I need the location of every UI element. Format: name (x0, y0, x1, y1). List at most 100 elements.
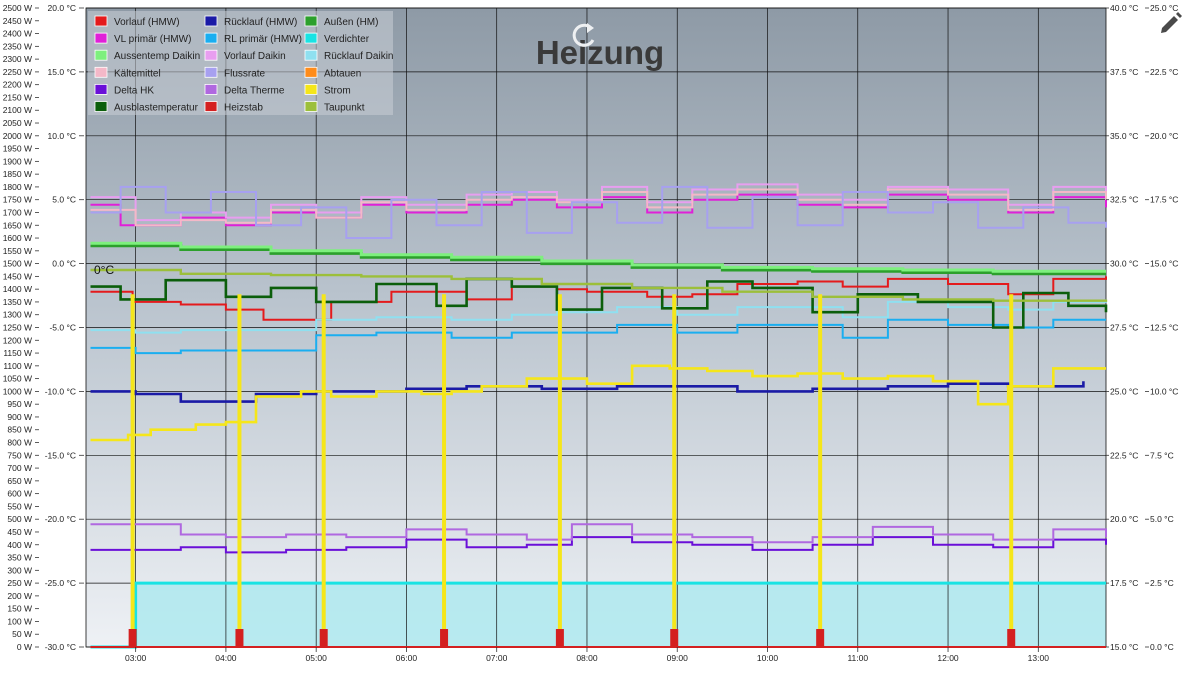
tick-label-temp_outside: -30.0 °C (45, 642, 76, 652)
tick-label-temp_water: 37.5 °C (1110, 67, 1138, 77)
legend-label: Taupunkt (324, 103, 365, 114)
tick-label-power: 2000 W (3, 131, 32, 141)
x-tick-label: 11:00 (847, 653, 868, 663)
legend-swatch (94, 66, 108, 78)
legend-item-delta-hk[interactable]: Delta HK (94, 84, 154, 96)
tick-label-temp_outside: 5.0 °C (52, 195, 76, 205)
legend-item-strom[interactable]: Strom (304, 84, 351, 96)
tick-label-power: 1700 W (3, 207, 32, 217)
legend-label: VL primär (HMW) (114, 34, 191, 45)
legend-item-taupunkt[interactable]: Taupunkt (304, 101, 365, 114)
legend-item-flussrate[interactable]: Flussrate (204, 66, 266, 79)
legend-swatch (94, 84, 108, 95)
legend-item-heizstab[interactable]: Heizstab (204, 101, 263, 114)
heizstab-marker (235, 629, 244, 647)
tick-label-power: 2200 W (3, 80, 32, 90)
legend-item-kaeltemittel[interactable]: Kältemittel (94, 66, 161, 79)
tick-label-temp_delta: 25.0 °C (1150, 3, 1178, 13)
tick-label-power: 1600 W (3, 233, 32, 243)
verdichter-area (90, 583, 1106, 647)
reload-icon[interactable] (572, 23, 595, 47)
tick-label-power: 2400 W (3, 29, 32, 39)
tick-label-power: 950 W (7, 399, 32, 409)
tick-label-power: 1950 W (3, 144, 32, 154)
edit-pencil-icon[interactable] (1161, 12, 1182, 33)
tick-label-temp_water: 32.5 °C (1110, 195, 1138, 205)
tick-label-temp_outside: 20.0 °C (48, 3, 76, 13)
tick-label-power: 1000 W (3, 386, 32, 396)
series-line-vorlauf-hmw (90, 276, 1107, 321)
legend-item-aussen-hm[interactable]: Außen (HM) (304, 15, 378, 28)
x-tick-label: 13:00 (1028, 653, 1050, 663)
series-line-rl-primaer-hmw (90, 318, 1106, 355)
heizstab-marker (319, 629, 328, 647)
legend-item-ruecklauf-hmw[interactable]: Rücklauf (HMW) (204, 15, 297, 28)
series-layer (90, 183, 1108, 649)
tick-label-temp_outside: 15.0 °C (48, 67, 76, 77)
tick-label-power: 350 W (7, 553, 32, 563)
tick-label-power: 300 W (7, 565, 32, 575)
tick-label-temp_water: 40.0 °C (1110, 3, 1138, 13)
tick-label-power: 200 W (7, 591, 32, 601)
tick-label-temp_delta: 10.0 °C (1150, 386, 1178, 396)
legend-item-delta-therme[interactable]: Delta Therme (204, 84, 285, 96)
tick-label-power: 2250 W (3, 67, 32, 77)
legend-item-ausblastemperatur[interactable]: Ausblastemperatur (94, 101, 199, 114)
legend-label: Außen (HM) (324, 17, 378, 28)
legend-item-rl-primaer-hmw[interactable]: RL primär (HMW) (204, 32, 302, 45)
legend-item-ruecklauf-daikin[interactable]: Rücklauf Daikin (304, 49, 393, 62)
legend-item-aussentemp-daikin[interactable]: Aussentemp Daikin (94, 49, 200, 62)
series-line-ruecklauf-daikin (90, 299, 1107, 334)
tick-label-temp_delta: 5.0 °C (1150, 514, 1174, 524)
tick-label-power: 1150 W (3, 348, 32, 358)
tick-label-temp_outside: 0.0 °C (52, 259, 76, 269)
tick-label-power: 1550 W (3, 246, 32, 256)
legend-swatch (304, 101, 318, 112)
heizstab-marker (670, 629, 679, 647)
legend-swatch (204, 66, 218, 78)
legend-label: Rücklauf (HMW) (224, 17, 297, 28)
tick-label-temp_water: 30.0 °C (1110, 259, 1138, 269)
tick-label-power: 400 W (7, 540, 32, 550)
legend-label: Vorlauf Daikin (224, 51, 286, 62)
tick-label-power: 250 W (7, 578, 32, 588)
legend-item-vorlauf-daikin[interactable]: Vorlauf Daikin (204, 49, 286, 62)
legend-item-verdichter[interactable]: Verdichter (304, 32, 370, 45)
legend-swatch (304, 49, 318, 61)
tick-label-power: 100 W (7, 616, 32, 626)
legend-swatch (204, 32, 218, 44)
tick-label-temp_delta: 12.5 °C (1150, 323, 1178, 333)
legend-label: Delta Therme (224, 85, 285, 96)
legend-swatch (94, 15, 108, 27)
chart-title: Heizung (536, 34, 664, 71)
heizstab-marker (1007, 629, 1016, 647)
legend-swatch (94, 49, 108, 61)
tick-label-temp_delta: 17.5 °C (1150, 195, 1178, 205)
legend-swatch (94, 32, 108, 44)
legend-swatch (204, 101, 218, 112)
tick-label-power: 1100 W (3, 361, 32, 371)
tick-label-power: 1650 W (3, 220, 32, 230)
legend-item-vl-primaer-hmw[interactable]: VL primär (HMW) (94, 32, 191, 45)
tick-label-power: 1400 W (3, 284, 32, 294)
legend-item-vorlauf-hmw[interactable]: Vorlauf (HMW) (94, 15, 180, 28)
legend-swatch (304, 66, 318, 78)
series-line-delta-hk (90, 536, 1107, 554)
tick-label-temp_delta: 22.5 °C (1150, 67, 1178, 77)
tick-label-power: 2150 W (3, 92, 32, 102)
legend-label: Rücklauf Daikin (324, 51, 393, 62)
legend-label: Strom (324, 85, 351, 96)
legend-item-abtauen[interactable]: Abtauen (304, 66, 361, 79)
legend-label: Delta HK (114, 85, 154, 96)
tick-label-power: 1800 W (3, 182, 32, 192)
series-line-strom (90, 364, 1106, 442)
legend-swatch (304, 32, 318, 44)
legend-label: Kältemittel (114, 68, 161, 79)
tick-label-power: 2300 W (3, 54, 32, 64)
series-line-taupunkt (90, 268, 1108, 302)
tick-label-power: 450 W (7, 527, 32, 537)
legend-swatch (204, 84, 218, 95)
tick-label-power: 900 W (7, 412, 32, 422)
x-tick-label: 12:00 (937, 653, 959, 663)
